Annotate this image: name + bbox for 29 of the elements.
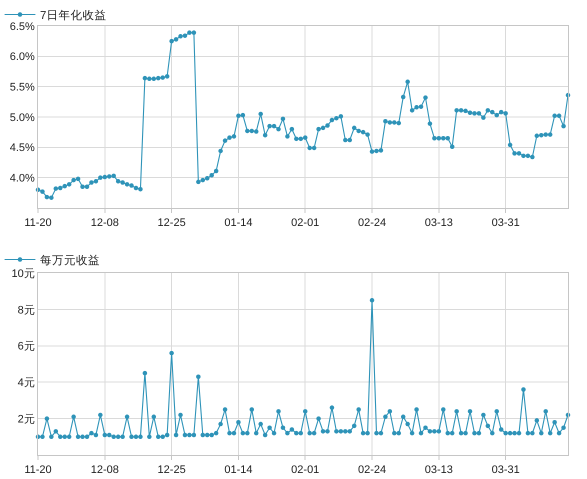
- y-tick-label: 4元: [18, 377, 35, 390]
- y-tick-label: 6.5%: [10, 20, 36, 33]
- legend-label: 每万元收益: [40, 254, 100, 267]
- y-tick-label: 5.0%: [10, 112, 36, 124]
- y-tick-label: 8元: [18, 304, 35, 316]
- y-tick-label: 5.5%: [10, 82, 36, 94]
- y-tick-label: 10元: [12, 268, 35, 280]
- x-tick-label: 01-14: [224, 217, 252, 230]
- x-tick-label: 12-08: [90, 217, 119, 230]
- x-tick-label: 11-20: [24, 464, 52, 476]
- y-tick-label: 2元: [18, 413, 35, 426]
- x-tick-label: 12-08: [90, 464, 119, 476]
- x-tick-label: 02-01: [291, 464, 320, 476]
- x-tick-label: 02-01: [291, 217, 320, 230]
- x-tick-label: 11-20: [24, 217, 52, 230]
- x-tick-label: 02-24: [358, 217, 386, 230]
- x-tick-label: 03-31: [492, 217, 520, 230]
- y-tick-label: 6.0%: [10, 51, 36, 64]
- y-tick-label: 6元: [18, 340, 35, 353]
- x-tick-label: 03-13: [424, 217, 453, 230]
- x-tick-label: 01-14: [224, 464, 252, 476]
- y-tick-label: 4.0%: [10, 172, 36, 185]
- x-tick-label: 12-25: [158, 217, 186, 230]
- legend-label: 7日年化收益: [40, 8, 106, 22]
- x-tick-label: 02-24: [358, 464, 386, 476]
- y-tick-label: 4.5%: [10, 142, 36, 154]
- x-tick-label: 03-31: [492, 464, 520, 476]
- x-tick-label: 12-25: [158, 464, 186, 476]
- x-tick-label: 03-13: [424, 464, 453, 476]
